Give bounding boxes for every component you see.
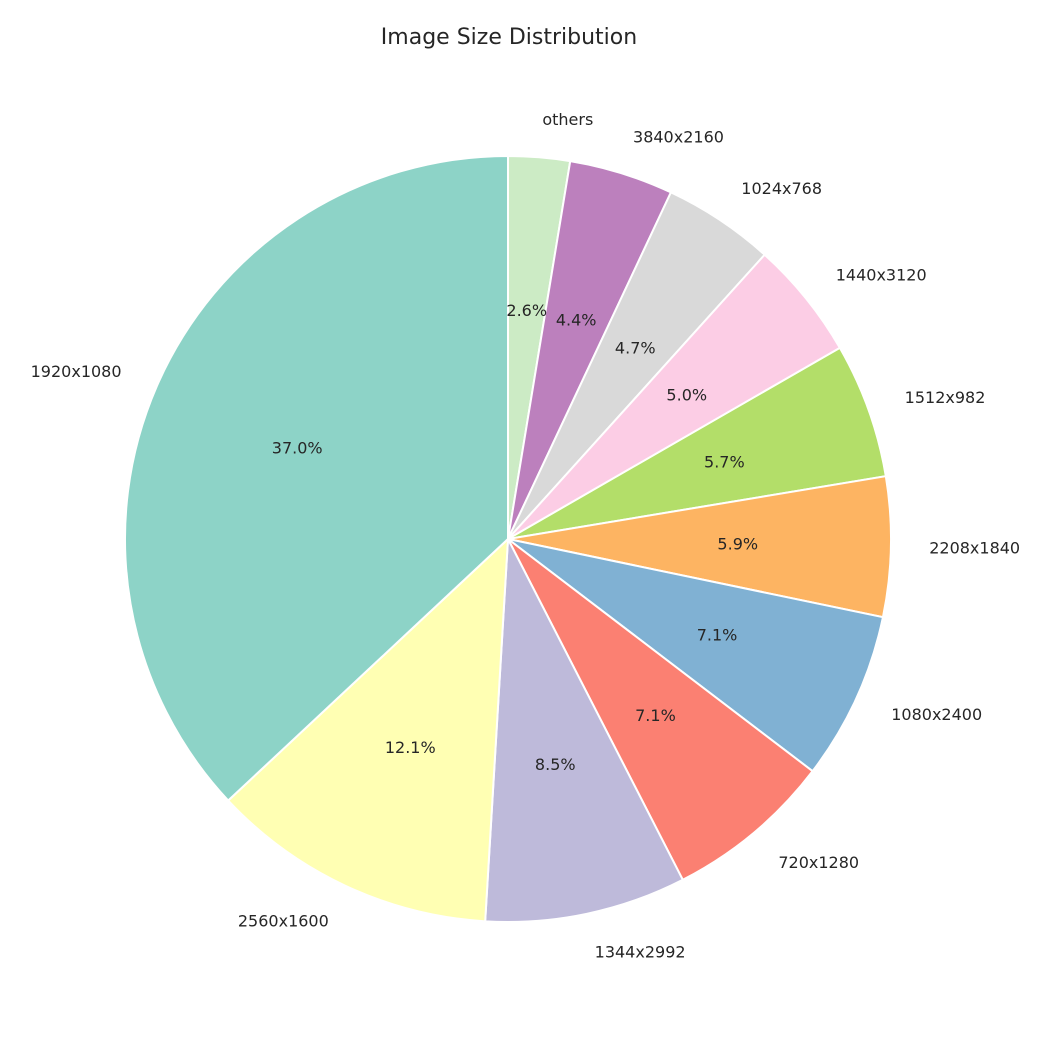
pie-slice-2208x1840 [507, 475, 892, 619]
slice-label: 1512x982 [905, 388, 986, 407]
slice-percent-label: 2.6% [506, 301, 547, 320]
slice-label: 720x1280 [778, 853, 859, 872]
pie-slice-2560x1600 [226, 536, 510, 923]
slice-percent-label: 5.7% [704, 453, 745, 472]
slice-label: 2560x1600 [238, 911, 329, 930]
slice-label: 1920x1080 [31, 362, 122, 381]
slice-label: 1024x768 [741, 179, 822, 198]
slice-percent-label: 5.9% [717, 535, 758, 554]
slice-label: 2208x1840 [929, 539, 1020, 558]
pie-slice-1080x2400 [507, 538, 885, 773]
chart-title: Image Size Distribution [381, 25, 637, 50]
slice-percent-label: 37.0% [272, 438, 323, 457]
slice-label: 1440x3120 [836, 265, 927, 284]
slice-label: 1080x2400 [891, 705, 982, 724]
slice-label: others [542, 110, 593, 129]
slice-percent-label: 8.5% [535, 755, 576, 774]
slice-percent-label: 4.4% [556, 311, 597, 330]
pie-slice-720x1280 [507, 538, 815, 882]
pie-slice-1920x1080 [124, 154, 509, 802]
slice-label: 1344x2992 [595, 942, 686, 961]
pie-slice-1344x2992 [484, 535, 685, 923]
slice-percent-label: 5.0% [666, 386, 707, 405]
pie-slices [124, 154, 892, 923]
slice-percent-label: 4.7% [615, 339, 656, 358]
slice-percent-label: 7.1% [697, 625, 738, 644]
slice-percent-label: 7.1% [635, 706, 676, 725]
pie-labels: others 2.6% 3840x2160 4.4% 1024x768 4.7% 1440x… [31, 110, 1020, 961]
slice-label: 3840x2160 [633, 128, 724, 147]
slice-percent-label: 12.1% [385, 738, 436, 757]
